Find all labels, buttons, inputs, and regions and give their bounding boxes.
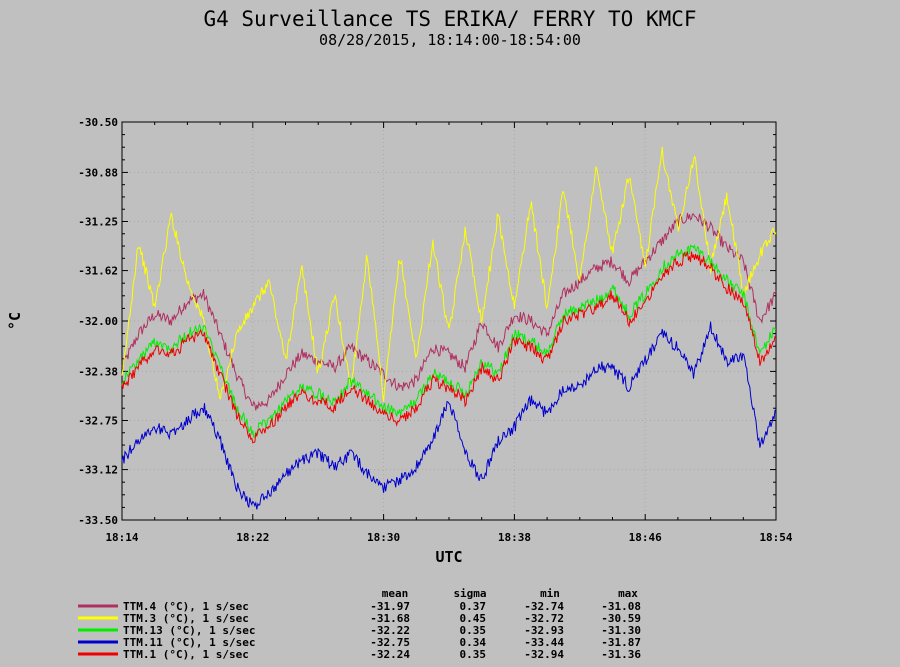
x-tick-label: 18:54 xyxy=(759,531,792,544)
legend-stat-max: -30.59 xyxy=(601,612,641,625)
y-tick-label: -31.62 xyxy=(78,265,118,278)
y-axis: -30.50 -30.88 -31.25 -31.62 -32.00 -32.38 -32.… xyxy=(78,116,776,527)
y-tick-label: -30.88 xyxy=(78,166,118,179)
legend-stat-mean: -31.97 xyxy=(370,600,410,613)
x-axis-label: UTC xyxy=(435,548,462,566)
y-tick-label: -32.00 xyxy=(78,315,118,328)
x-tick-label: 18:22 xyxy=(236,531,269,544)
legend-stat-max: -31.36 xyxy=(601,648,641,661)
legend-stat-sigma: 0.37 xyxy=(460,600,487,613)
y-tick-label: -33.50 xyxy=(78,514,118,527)
x-tick-label: 18:38 xyxy=(498,531,531,544)
legend: mean sigma min max TTM.4 (°C), 1 s/sec -31.97… xyxy=(78,587,641,661)
plot-area xyxy=(121,121,777,521)
legend-stat-min: -32.93 xyxy=(524,624,564,637)
legend-series-name: TTM.11 (°C), 1 s/sec xyxy=(123,636,255,649)
legend-header-max: max xyxy=(618,587,638,600)
legend-stat-min: -33.44 xyxy=(524,636,564,649)
series-lines xyxy=(121,146,777,510)
legend-header-sigma: sigma xyxy=(453,587,486,600)
x-tick-label: 18:30 xyxy=(367,531,400,544)
legend-header-min: min xyxy=(540,587,560,600)
y-tick-label: -33.12 xyxy=(78,464,118,477)
legend-stat-sigma: 0.34 xyxy=(460,636,487,649)
series-line-5 xyxy=(121,251,777,444)
y-tick-label: -31.25 xyxy=(78,216,118,229)
x-axis: 18:14 18:22 18:30 18:38 18:46 18:54 xyxy=(105,122,793,544)
x-tick-label: 18:46 xyxy=(629,531,662,544)
legend-series-name: TTM.13 (°C), 1 s/sec xyxy=(123,624,255,637)
y-tick-label: -32.75 xyxy=(78,415,118,428)
legend-stat-min: -32.94 xyxy=(524,648,564,661)
legend-stat-min: -32.74 xyxy=(524,600,564,613)
legend-stat-sigma: 0.35 xyxy=(460,648,487,661)
legend-stat-max: -31.87 xyxy=(601,636,641,649)
chart-title: G4 Surveillance TS ERIKA/ FERRY TO KMCF xyxy=(203,7,696,31)
legend-stat-mean: -31.68 xyxy=(370,612,410,625)
legend-stat-mean: -32.22 xyxy=(370,624,410,637)
legend-stat-mean: -32.75 xyxy=(370,636,410,649)
series-line-1 xyxy=(121,212,777,411)
chart-subtitle: 08/28/2015, 18:14:00-18:54:00 xyxy=(319,31,581,49)
legend-header-mean: mean xyxy=(382,587,409,600)
series-line-3 xyxy=(121,244,777,438)
legend-stat-max: -31.08 xyxy=(601,600,641,613)
legend-stat-max: -31.30 xyxy=(601,624,641,637)
legend-series-name: TTM.4 (°C), 1 s/sec xyxy=(123,600,249,613)
y-tick-label: -30.50 xyxy=(78,116,118,129)
legend-series-name: TTM.3 (°C), 1 s/sec xyxy=(123,612,249,625)
legend-stat-mean: -32.24 xyxy=(370,648,410,661)
legend-series-name: TTM.1 (°C), 1 s/sec xyxy=(123,648,249,661)
y-tick-label: -32.38 xyxy=(78,365,118,378)
x-tick-label: 18:14 xyxy=(105,531,138,544)
y-axis-label: °C xyxy=(6,312,24,330)
legend-stat-sigma: 0.35 xyxy=(460,624,487,637)
series-line-4 xyxy=(121,321,777,510)
legend-stat-sigma: 0.45 xyxy=(460,612,487,625)
series-line-2 xyxy=(121,146,777,402)
legend-stat-min: -32.72 xyxy=(524,612,564,625)
